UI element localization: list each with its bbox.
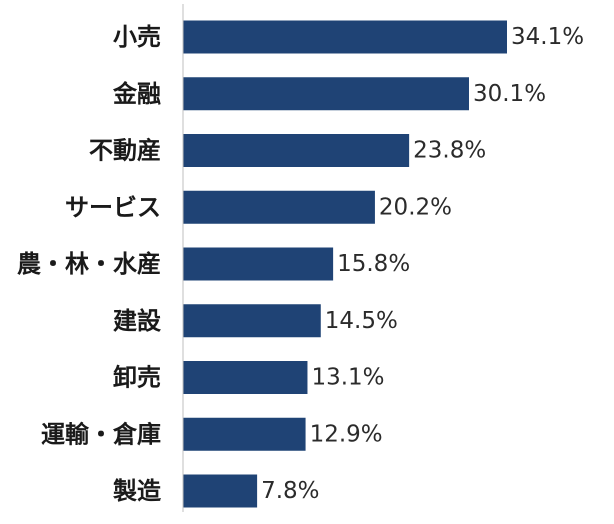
category-label: サービス xyxy=(65,193,161,221)
bar xyxy=(183,361,308,394)
value-label: 34.1% xyxy=(511,24,584,50)
bar xyxy=(183,247,334,281)
bar xyxy=(183,190,375,224)
value-label: 13.1% xyxy=(311,365,384,391)
bar xyxy=(183,474,258,508)
category-label: 農・林・水産 xyxy=(17,250,161,278)
bar xyxy=(183,417,306,451)
value-label: 14.5% xyxy=(325,308,398,334)
category-label: 運輸・倉庫 xyxy=(41,420,161,448)
value-label: 7.8% xyxy=(261,478,319,504)
category-label: 金融 xyxy=(112,80,161,108)
category-label: 建設 xyxy=(113,307,162,335)
category-label: 不動産 xyxy=(89,137,161,165)
bar xyxy=(183,77,469,111)
value-label: 30.1% xyxy=(473,81,546,107)
value-label: 12.9% xyxy=(310,421,383,447)
category-label: 製造 xyxy=(113,477,161,505)
value-label: 20.2% xyxy=(379,194,452,220)
category-label: 卸売 xyxy=(113,364,161,392)
value-label: 23.8% xyxy=(413,138,486,164)
bar xyxy=(183,20,507,54)
bar xyxy=(183,134,410,167)
bar xyxy=(183,304,321,338)
category-label: 小売 xyxy=(113,23,161,51)
value-label: 15.8% xyxy=(337,251,410,277)
